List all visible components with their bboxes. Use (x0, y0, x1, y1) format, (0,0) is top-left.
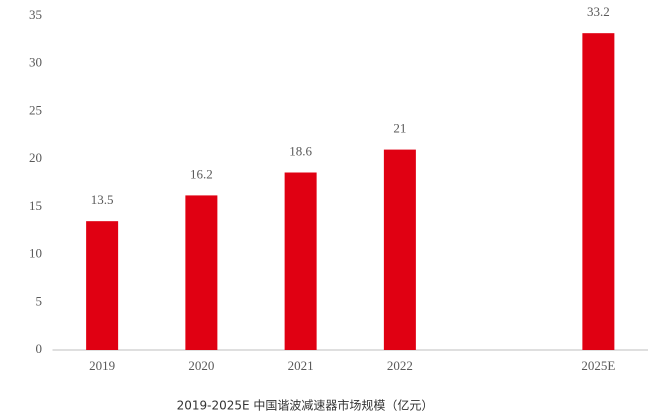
y-tick-label: 5 (36, 293, 43, 308)
y-tick-label: 20 (29, 150, 42, 165)
x-tick-label: 2022 (387, 358, 413, 373)
x-tick-label: 2021 (288, 358, 314, 373)
data-label: 16.2 (190, 166, 213, 181)
x-tick-label: 2019 (89, 358, 115, 373)
bar (582, 33, 615, 350)
y-tick-label: 15 (29, 198, 42, 213)
y-tick-label: 35 (29, 7, 42, 22)
bar (284, 172, 317, 350)
y-tick-label: 0 (36, 341, 43, 356)
x-tick-label: 2020 (188, 358, 214, 373)
data-label: 18.6 (289, 143, 312, 158)
data-label: 13.5 (91, 192, 114, 207)
bar (383, 149, 416, 350)
bar (185, 195, 218, 350)
x-tick-label: 2025E (581, 358, 615, 373)
data-label: 21 (393, 121, 406, 136)
data-label: 33.2 (587, 4, 610, 19)
chart-title: 2019-2025E 中国谐波减速器市场规模（亿元） (177, 398, 434, 413)
bar (86, 221, 119, 350)
y-tick-label: 25 (29, 102, 42, 117)
y-tick-label: 10 (29, 246, 42, 261)
y-tick-label: 30 (29, 55, 42, 70)
